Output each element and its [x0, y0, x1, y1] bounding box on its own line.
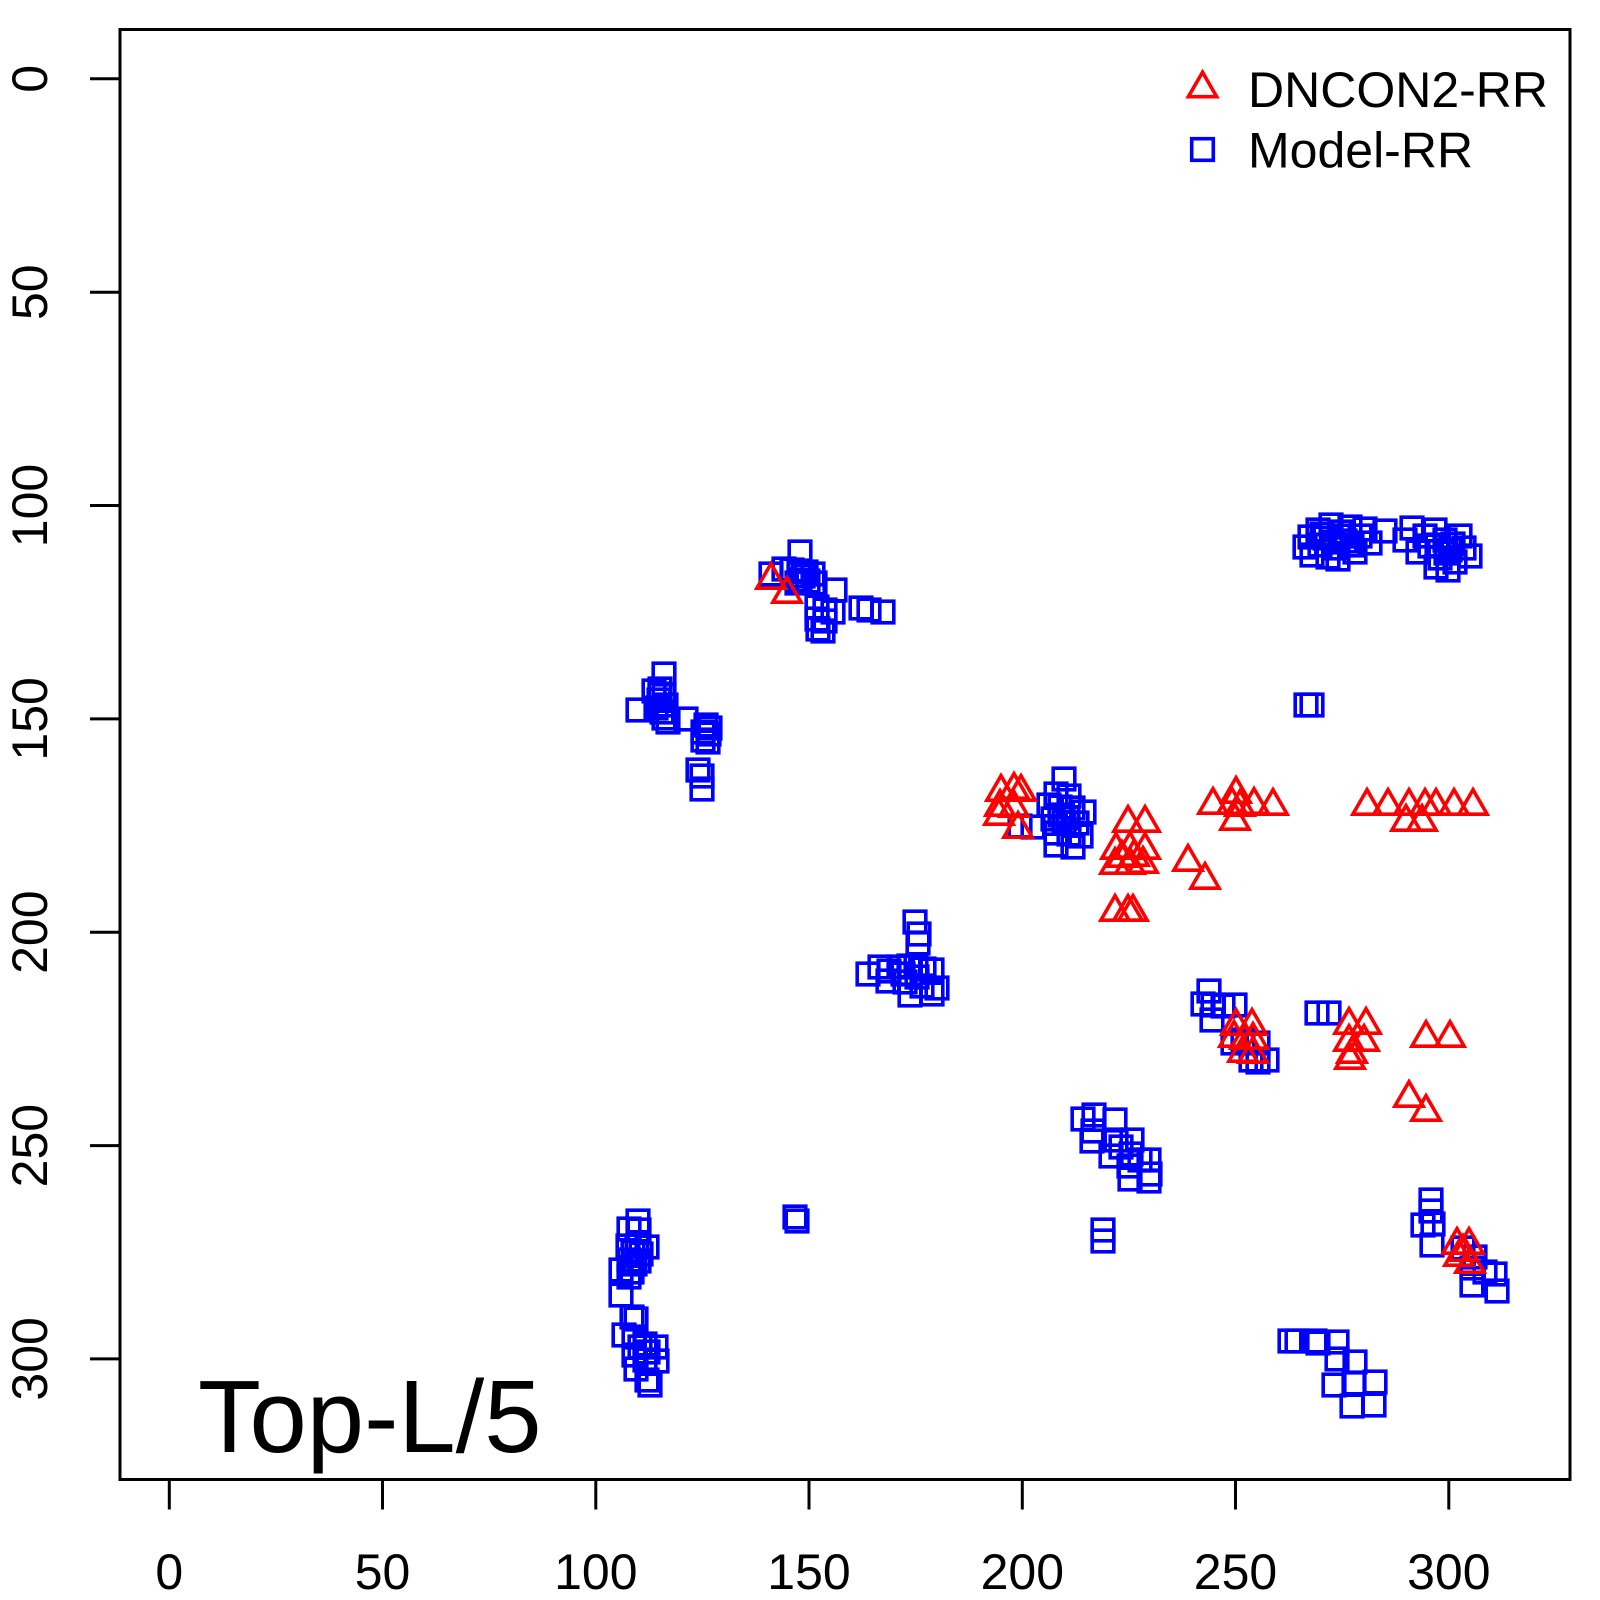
svg-text:300: 300 [1407, 1544, 1490, 1600]
svg-text:150: 150 [767, 1544, 850, 1600]
svg-text:250: 250 [2, 1104, 58, 1187]
svg-text:Model-RR: Model-RR [1248, 123, 1473, 179]
svg-text:300: 300 [2, 1317, 58, 1400]
svg-text:50: 50 [2, 264, 58, 320]
svg-text:0: 0 [155, 1544, 183, 1600]
svg-text:DNCON2-RR: DNCON2-RR [1248, 62, 1548, 118]
svg-text:50: 50 [355, 1544, 411, 1600]
svg-text:0: 0 [2, 65, 58, 93]
svg-text:200: 200 [2, 890, 58, 973]
svg-text:100: 100 [554, 1544, 637, 1600]
svg-text:150: 150 [2, 677, 58, 760]
svg-text:200: 200 [981, 1544, 1064, 1600]
svg-text:250: 250 [1194, 1544, 1277, 1600]
svg-text:100: 100 [2, 464, 58, 547]
svg-text:Top-L/5: Top-L/5 [198, 1359, 542, 1474]
